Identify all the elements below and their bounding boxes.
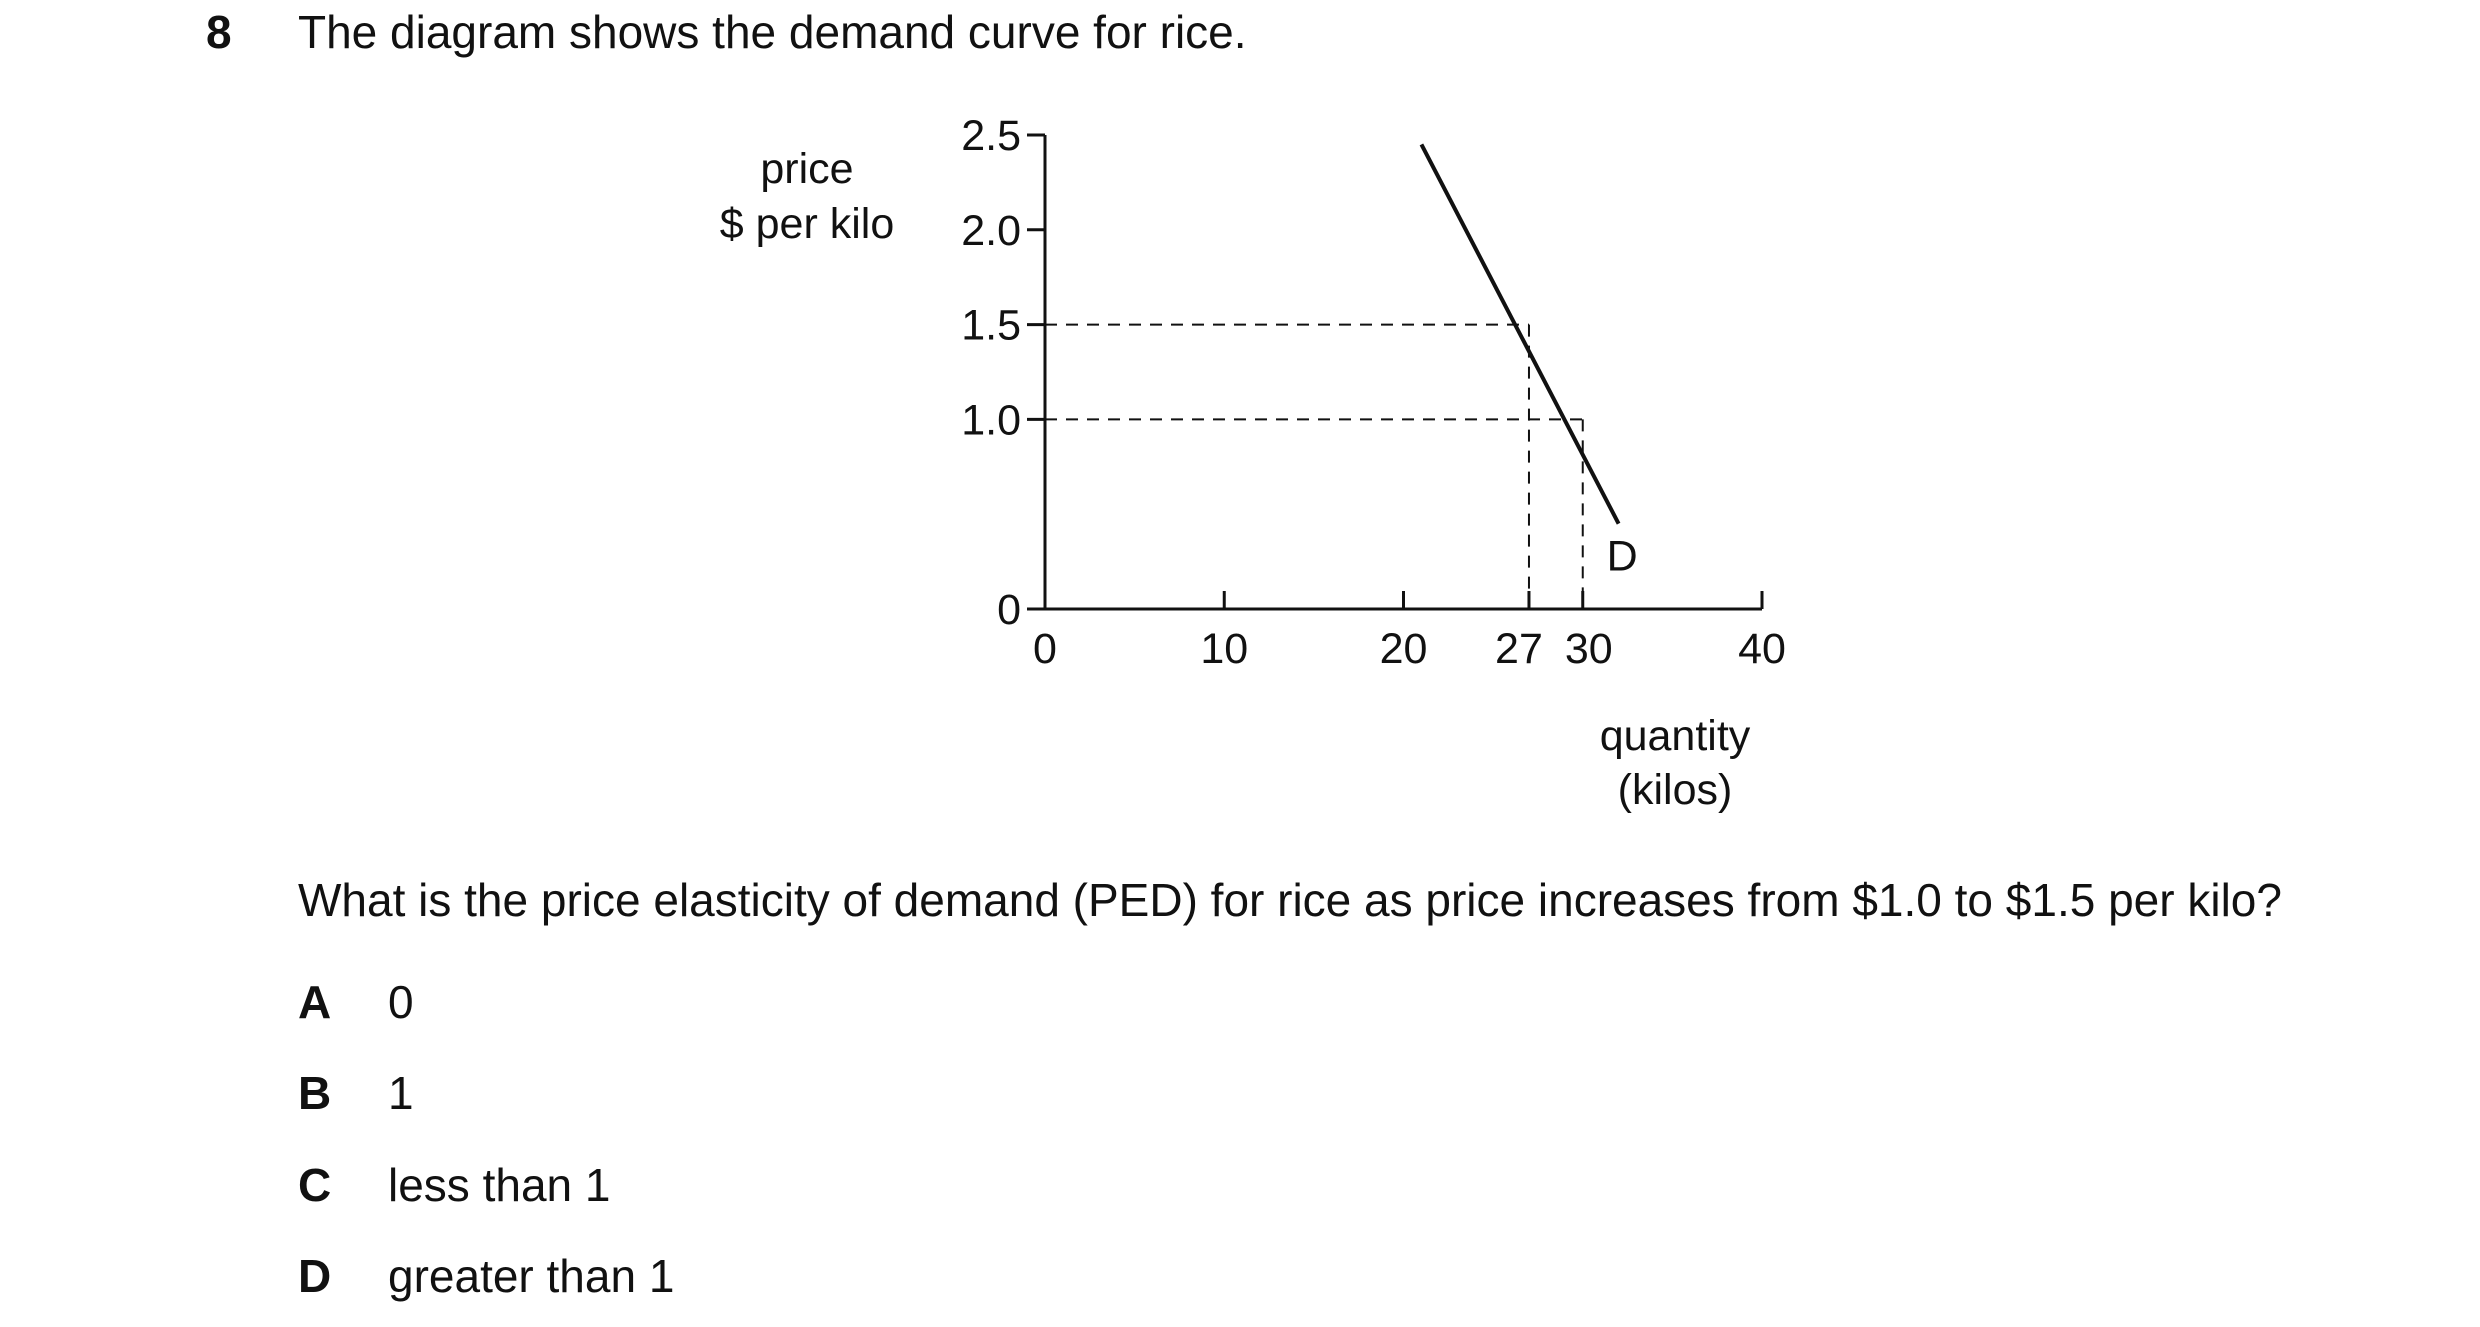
option-letter: C bbox=[298, 1159, 332, 1211]
option-text: 0 bbox=[388, 976, 414, 1028]
x-tick-label-4: 30 bbox=[1565, 625, 1613, 673]
x-tick-label-2: 20 bbox=[1380, 625, 1428, 673]
y-axis-label-line-2: $ per kilo bbox=[720, 200, 894, 248]
y-tick-label-1: 1.0 bbox=[961, 396, 1021, 444]
x-tick-label-5: 40 bbox=[1738, 625, 1786, 673]
y-tick-label-2: 1.5 bbox=[961, 302, 1021, 350]
question-text: What is the price elasticity of demand (… bbox=[298, 874, 2282, 926]
option-text: less than 1 bbox=[388, 1159, 611, 1211]
y-tick-label-4: 2.5 bbox=[961, 112, 1021, 160]
demand-curve-label: D bbox=[1607, 533, 1638, 581]
demand-curve-line bbox=[1419, 143, 1621, 525]
x-tick-label-3: 27 bbox=[1495, 625, 1543, 673]
option-letter: B bbox=[298, 1067, 332, 1119]
question-stem: The diagram shows the demand curve for r… bbox=[298, 6, 1247, 58]
y-axis-label-line-1: price bbox=[760, 145, 853, 193]
x-tick-label-0: 0 bbox=[1033, 625, 1057, 673]
option-letter: A bbox=[298, 976, 332, 1028]
option-letter: D bbox=[298, 1250, 332, 1302]
question-number: 8 bbox=[206, 6, 232, 58]
x-axis-label-line-1: quantity bbox=[1600, 712, 1751, 760]
demand-curve-diagram: price $ per kilo quantity (kilos) 0 1.0 1.… bbox=[720, 112, 1786, 814]
x-tick-label-1: 10 bbox=[1200, 625, 1248, 673]
y-tick-label-0: 0 bbox=[997, 586, 1021, 634]
x-axis-label-line-2: (kilos) bbox=[1618, 766, 1733, 814]
option-text: greater than 1 bbox=[388, 1250, 675, 1302]
option-text: 1 bbox=[388, 1067, 414, 1119]
y-tick-label-3: 2.0 bbox=[961, 207, 1021, 255]
